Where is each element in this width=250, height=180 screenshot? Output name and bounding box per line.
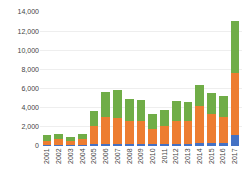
svg-text:4,000: 4,000 bbox=[21, 104, 39, 111]
svg-text:14,000: 14,000 bbox=[18, 8, 40, 15]
svg-text:0: 0 bbox=[35, 142, 39, 149]
svg-text:2003: 2003 bbox=[67, 148, 74, 164]
svg-text:2010: 2010 bbox=[149, 148, 156, 164]
svg-text:2006: 2006 bbox=[102, 148, 109, 164]
svg-text:2001: 2001 bbox=[43, 148, 50, 164]
svg-text:2013: 2013 bbox=[184, 148, 191, 164]
svg-text:2008: 2008 bbox=[126, 148, 133, 164]
svg-text:2014: 2014 bbox=[196, 148, 203, 164]
svg-text:2005: 2005 bbox=[90, 148, 97, 164]
svg-text:10,000: 10,000 bbox=[18, 47, 40, 54]
svg-text:2017: 2017 bbox=[231, 148, 238, 164]
svg-text:2012: 2012 bbox=[173, 148, 180, 164]
svg-text:2002: 2002 bbox=[55, 148, 62, 164]
svg-text:2009: 2009 bbox=[137, 148, 144, 164]
svg-text:2,000: 2,000 bbox=[21, 123, 39, 130]
svg-text:2004: 2004 bbox=[79, 148, 86, 164]
svg-text:2007: 2007 bbox=[114, 148, 121, 164]
svg-text:2015: 2015 bbox=[208, 148, 215, 164]
svg-text:12,000: 12,000 bbox=[18, 28, 40, 35]
svg-text:8,000: 8,000 bbox=[21, 66, 39, 73]
svg-text:2011: 2011 bbox=[161, 148, 168, 163]
svg-text:2016: 2016 bbox=[219, 148, 226, 164]
svg-text:6,000: 6,000 bbox=[21, 85, 39, 92]
